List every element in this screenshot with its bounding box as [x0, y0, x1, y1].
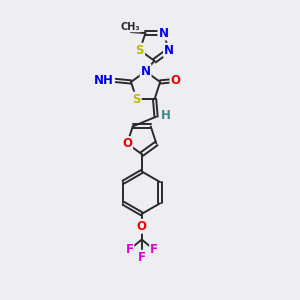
- Text: NH: NH: [94, 74, 114, 87]
- Text: S: S: [136, 44, 144, 57]
- Text: F: F: [150, 243, 158, 256]
- Text: O: O: [137, 220, 147, 233]
- Text: N: N: [164, 44, 174, 57]
- Text: N: N: [158, 27, 168, 40]
- Text: N: N: [141, 65, 151, 78]
- Text: F: F: [125, 243, 134, 256]
- Text: F: F: [138, 251, 146, 264]
- Text: CH₃: CH₃: [121, 22, 140, 32]
- Text: O: O: [122, 137, 132, 150]
- Text: H: H: [160, 110, 170, 122]
- Text: S: S: [132, 93, 141, 106]
- Text: O: O: [170, 74, 181, 87]
